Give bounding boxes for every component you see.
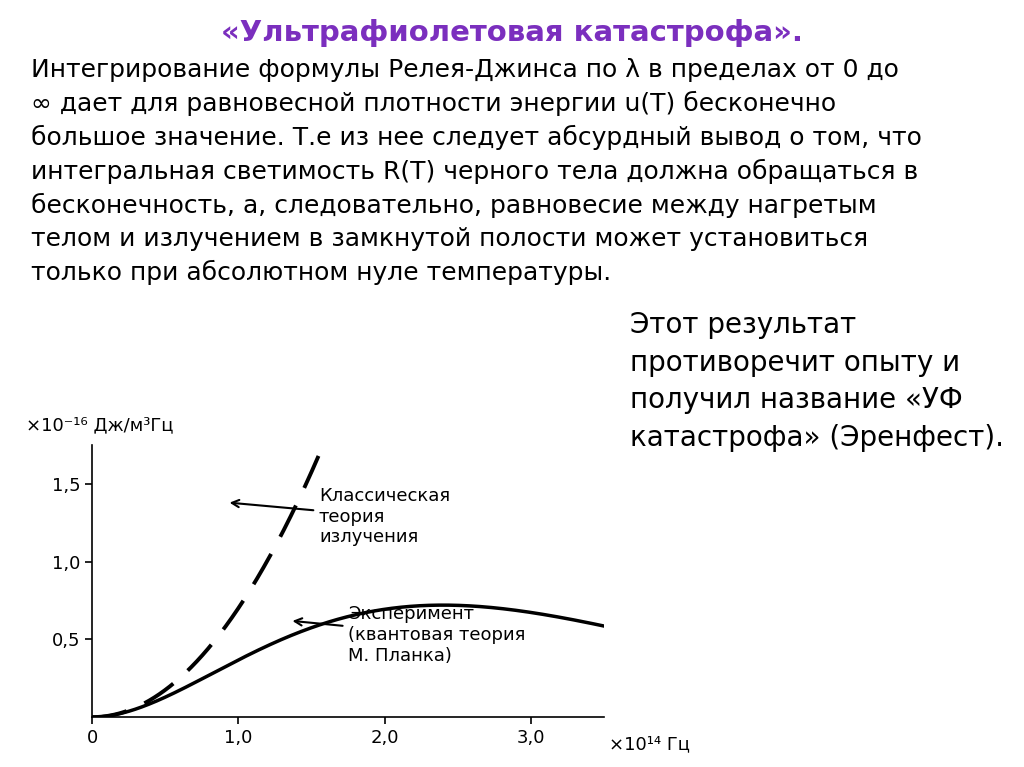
Text: ×10¹⁴ Гц: ×10¹⁴ Гц	[609, 735, 690, 753]
Text: ×10⁻¹⁶ Дж/м³Гц: ×10⁻¹⁶ Дж/м³Гц	[26, 416, 173, 434]
Text: «Ультрафиолетовая катастрофа».: «Ультрафиолетовая катастрофа».	[221, 19, 803, 48]
Text: Интегрирование формулы Релея-Джинса по λ в пределах от 0 до
∞ дает для равновесн: Интегрирование формулы Релея-Джинса по λ…	[31, 58, 922, 285]
Text: Этот результат
противоречит опыту и
получил название «УФ
катастрофа» (Эренфест).: Этот результат противоречит опыту и полу…	[630, 311, 1004, 453]
Text: Эксперимент
(квантовая теория
М. Планка): Эксперимент (квантовая теория М. Планка)	[295, 605, 525, 665]
Text: Классическая
теория
излучения: Классическая теория излучения	[231, 487, 450, 546]
